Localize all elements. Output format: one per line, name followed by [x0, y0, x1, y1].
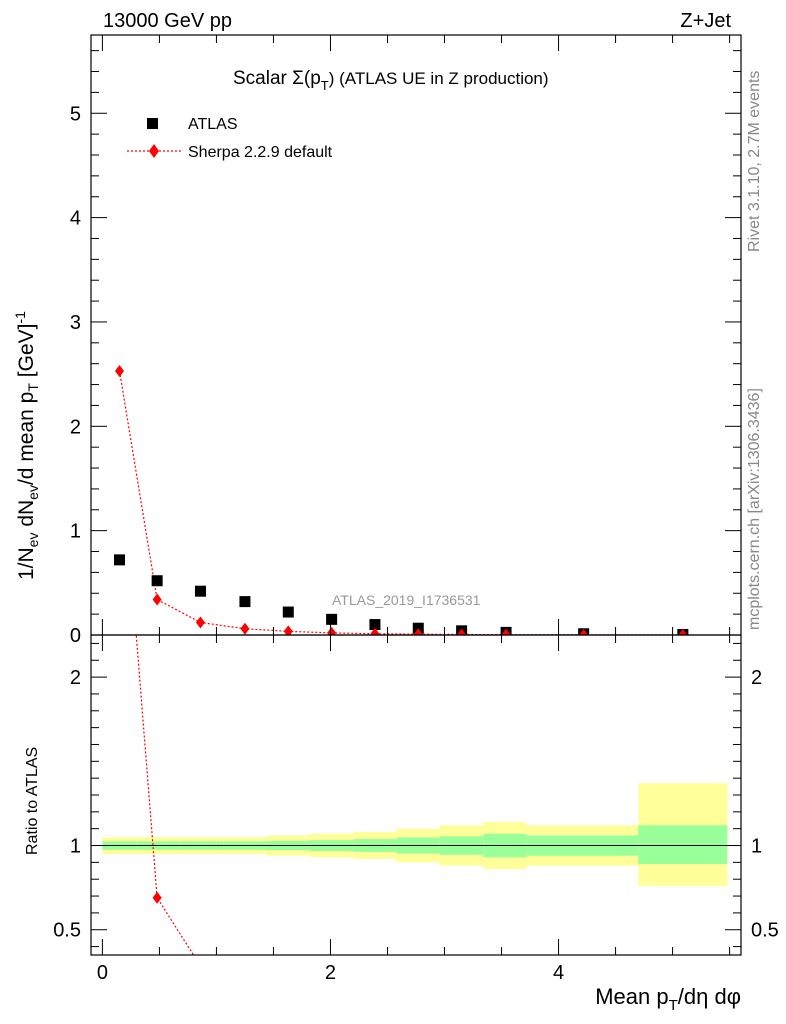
sherpa-point-1 [152, 593, 162, 606]
main-ylabel: 1/Nev dNev/d mean pT [GeV]-1 [12, 311, 41, 580]
sherpa-point-11 [678, 628, 688, 635]
atlas-point-2 [194, 585, 206, 597]
sherpa-ratio-line [135, 635, 195, 955]
sherpa-point-2 [195, 616, 205, 629]
sherpa-point-10 [579, 628, 589, 635]
main-ytick-label-5: 5 [70, 103, 81, 125]
sherpa-point-6 [370, 627, 380, 635]
legend: ATLAS Sherpa 2.2.9 default [127, 116, 333, 161]
sherpa-point-4 [283, 625, 293, 635]
xtick-label-2: 4 [553, 962, 564, 984]
legend-sherpa-marker [149, 144, 159, 158]
legend-atlas-label: ATLAS [188, 116, 238, 133]
xtick-label-0: 0 [97, 962, 108, 984]
ratio-ytick-label-right-1: 1 [751, 836, 762, 858]
main-ytick-label-3: 3 [70, 312, 81, 334]
ratio-ytick-label-right-0: 0.5 [751, 920, 779, 942]
sherpa-point-9 [501, 628, 511, 635]
process-label: Z+Jet [680, 10, 731, 32]
axis-ticks: 0 1 2 3 4 5 0 2 4 0.5 0.5 1 1 2 2 [53, 35, 779, 984]
main-ytick-label-2: 2 [70, 416, 81, 438]
sherpa-point-7 [413, 628, 423, 635]
main-ytick-label-1: 1 [70, 521, 81, 543]
sherpa-point-5 [327, 626, 337, 635]
ratio-ytick-label-left-1: 1 [70, 836, 81, 858]
ratio-ytick-label-right-2: 2 [751, 667, 762, 689]
mcplots-reference-label: mcplots.cern.ch [arXiv:1306.3436] [746, 388, 763, 630]
sherpa-ratio-point [152, 891, 162, 904]
sherpa-point-3 [240, 622, 250, 635]
atlas-point-5 [326, 613, 338, 625]
legend-atlas-marker [147, 118, 158, 129]
energy-label: 13000 GeV pp [103, 10, 232, 32]
main-ytick-label-0: 0 [70, 625, 81, 647]
rivet-version-label: Rivet 3.1.10, 2.7M events [746, 70, 763, 252]
band-inner-11 [638, 825, 728, 865]
atlas-point-6 [369, 619, 381, 631]
chart-title: Scalar Σ(pT) (ATLAS UE in Z production) [233, 68, 549, 93]
atlas-point-0 [114, 554, 126, 566]
ratio-ytick-label-left-0: 0.5 [53, 920, 81, 942]
ratio-ytick-label-left-2: 2 [70, 667, 81, 689]
analysis-watermark: ATLAS_2019_I1736531 [332, 592, 481, 608]
atlas-point-1 [151, 575, 163, 587]
main-plot-marks [114, 365, 689, 635]
xtick-label-1: 2 [325, 962, 336, 984]
ratio-ylabel: Ratio to ATLAS [24, 747, 41, 855]
ratio-plot-marks [135, 635, 195, 955]
sherpa-point-0 [115, 365, 125, 377]
ratio-bands [102, 783, 728, 886]
atlas-point-4 [282, 606, 294, 618]
atlas-point-3 [239, 596, 251, 608]
sherpa-point-8 [457, 628, 467, 635]
sherpa-line [118, 370, 683, 635]
main-ytick-label-4: 4 [70, 208, 81, 230]
xlabel: Mean pT/dη dφ [595, 984, 741, 1014]
legend-sherpa-label: Sherpa 2.2.9 default [188, 144, 333, 161]
